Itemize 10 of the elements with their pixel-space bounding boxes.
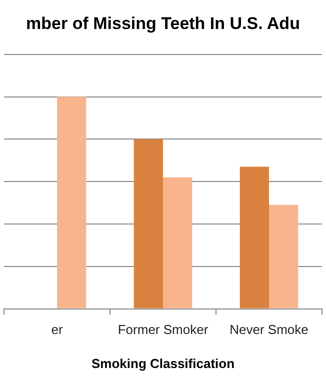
bar <box>163 177 192 308</box>
x-tick-label: Never Smoke <box>230 322 308 338</box>
x-tick-label: Former Smoker <box>118 322 209 338</box>
bar <box>240 166 269 308</box>
x-axis-title: Smoking Classification <box>91 356 235 371</box>
bar <box>269 204 298 308</box>
x-tick-label: er <box>51 322 64 338</box>
bar <box>57 96 86 308</box>
bar <box>134 139 163 308</box>
chart-title: mber of Missing Teeth In U.S. Adu <box>26 14 300 33</box>
